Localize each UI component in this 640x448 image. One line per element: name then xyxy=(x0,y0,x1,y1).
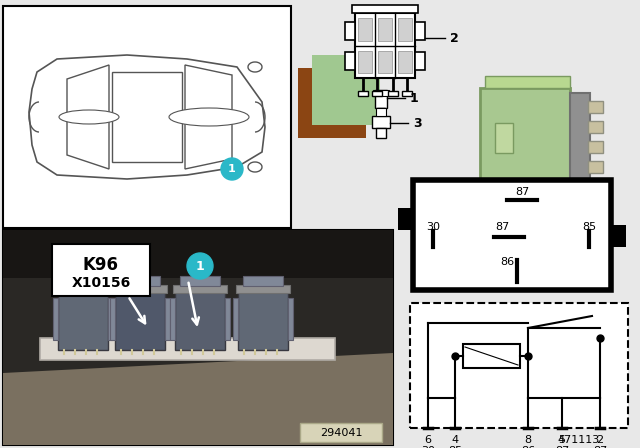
Bar xyxy=(402,91,412,96)
Bar xyxy=(165,298,170,340)
Bar xyxy=(375,90,387,108)
Text: 3: 3 xyxy=(413,116,422,129)
Circle shape xyxy=(221,158,243,180)
Text: 86: 86 xyxy=(500,257,514,267)
Bar xyxy=(398,18,412,40)
Bar xyxy=(376,108,386,116)
Polygon shape xyxy=(185,65,232,169)
Bar xyxy=(372,91,382,96)
Circle shape xyxy=(187,253,213,279)
Bar xyxy=(376,128,386,138)
Ellipse shape xyxy=(59,110,119,124)
Bar xyxy=(3,6,291,228)
Bar xyxy=(358,51,372,73)
Text: 5: 5 xyxy=(559,435,566,445)
Text: 87: 87 xyxy=(555,446,569,448)
Bar xyxy=(372,116,390,128)
Bar xyxy=(40,338,335,360)
Bar xyxy=(410,303,628,428)
Text: 6: 6 xyxy=(424,435,431,445)
Bar xyxy=(358,91,368,96)
Bar xyxy=(170,298,175,340)
Bar xyxy=(415,52,425,70)
Text: 85: 85 xyxy=(582,222,596,232)
Polygon shape xyxy=(3,353,393,445)
Bar xyxy=(233,298,238,340)
Bar xyxy=(352,5,418,13)
Text: K96: K96 xyxy=(83,256,119,274)
Bar xyxy=(3,230,393,445)
Bar xyxy=(378,51,392,73)
Bar xyxy=(415,22,425,40)
Bar xyxy=(175,288,225,350)
Text: 86: 86 xyxy=(521,446,535,448)
Bar xyxy=(588,141,603,153)
Bar xyxy=(588,161,603,173)
Text: 1: 1 xyxy=(410,91,419,104)
Bar xyxy=(120,276,160,286)
Bar xyxy=(355,13,415,78)
Bar xyxy=(345,22,355,40)
Bar xyxy=(358,18,372,40)
Bar xyxy=(495,123,513,153)
Bar xyxy=(236,285,290,293)
Text: 8: 8 xyxy=(524,435,532,445)
Bar xyxy=(52,244,150,296)
Bar xyxy=(56,285,110,293)
Text: 87: 87 xyxy=(593,446,607,448)
Polygon shape xyxy=(67,65,109,169)
Polygon shape xyxy=(29,55,265,179)
Bar xyxy=(388,91,398,96)
Bar xyxy=(588,101,603,113)
Text: 30: 30 xyxy=(421,446,435,448)
Text: 1: 1 xyxy=(196,259,204,272)
Bar xyxy=(58,288,108,350)
Text: 87: 87 xyxy=(515,187,529,197)
Bar xyxy=(570,93,590,183)
Bar xyxy=(345,52,355,70)
Bar xyxy=(3,230,393,445)
Bar xyxy=(225,298,230,340)
Bar xyxy=(485,76,570,88)
Bar xyxy=(53,298,58,340)
Bar xyxy=(3,230,393,278)
Bar xyxy=(480,88,570,188)
Text: 85: 85 xyxy=(448,446,462,448)
Bar xyxy=(300,423,382,442)
Bar xyxy=(108,298,113,340)
Text: X10156: X10156 xyxy=(72,276,131,290)
Bar xyxy=(373,90,389,96)
Bar xyxy=(398,208,413,230)
Bar xyxy=(115,288,165,350)
Ellipse shape xyxy=(169,108,249,126)
Bar xyxy=(377,108,385,120)
Bar xyxy=(112,72,182,162)
Bar xyxy=(312,55,380,125)
Bar xyxy=(288,298,293,340)
Bar xyxy=(485,183,590,198)
Bar xyxy=(588,121,603,133)
Bar xyxy=(63,276,103,286)
Text: 2: 2 xyxy=(450,31,459,44)
Bar xyxy=(298,68,366,138)
Bar xyxy=(611,225,626,247)
Bar xyxy=(113,285,167,293)
Bar xyxy=(238,288,288,350)
Text: 30: 30 xyxy=(426,222,440,232)
Text: 87: 87 xyxy=(495,222,509,232)
Text: 471113: 471113 xyxy=(557,435,600,445)
Bar xyxy=(378,18,392,40)
Text: 294041: 294041 xyxy=(320,428,362,438)
Bar xyxy=(110,298,115,340)
Text: 4: 4 xyxy=(451,435,459,445)
Bar xyxy=(243,276,283,286)
Text: 1: 1 xyxy=(228,164,236,174)
Text: 2: 2 xyxy=(596,435,604,445)
Bar xyxy=(398,51,412,73)
Bar xyxy=(173,285,227,293)
Bar xyxy=(180,276,220,286)
Bar xyxy=(463,344,520,368)
Bar xyxy=(413,180,611,290)
